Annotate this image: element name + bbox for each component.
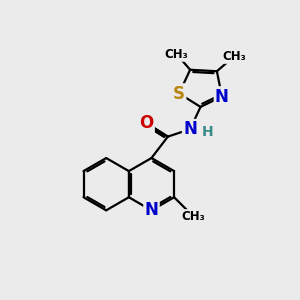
Text: N: N: [183, 120, 197, 138]
Text: CH₃: CH₃: [182, 210, 205, 223]
Text: N: N: [145, 201, 158, 219]
Text: O: O: [139, 114, 154, 132]
Text: N: N: [215, 88, 229, 106]
Text: H: H: [201, 124, 213, 139]
Text: CH₃: CH₃: [165, 48, 189, 61]
Text: CH₃: CH₃: [222, 50, 246, 63]
Text: S: S: [173, 85, 185, 103]
